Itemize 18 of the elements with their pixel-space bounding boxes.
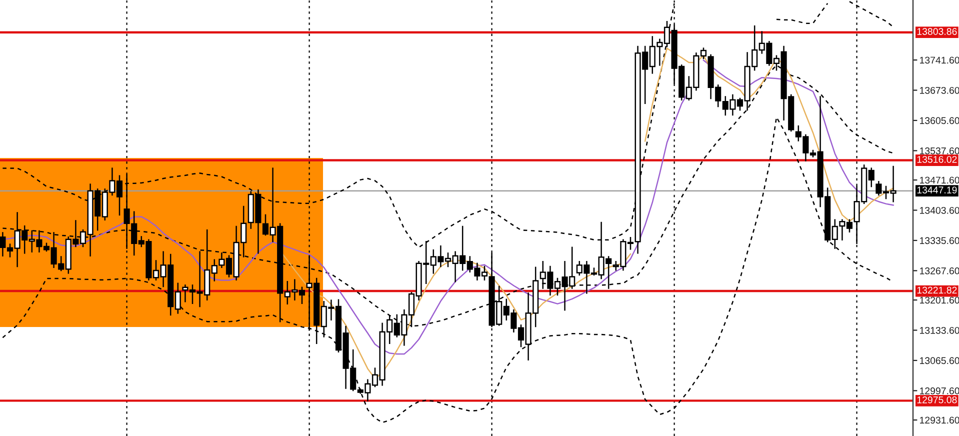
ref-line-label: 13803.86 (917, 28, 957, 35)
y-tick-label: 13267.60 (920, 267, 959, 274)
y-tick-label: 12997.60 (920, 387, 959, 394)
y-tick-label: 13065.60 (920, 357, 959, 364)
y-tick-label: 13673.60 (920, 86, 959, 94)
ref-line-label: 13447.19 (917, 186, 957, 194)
y-tick-label: 13605.60 (920, 117, 959, 124)
y-tick-label: 13133.60 (920, 326, 959, 334)
y-tick-label: 12931.60 (920, 416, 959, 424)
y-tick-label: 13201.60 (920, 296, 959, 304)
ref-line-label: 12975.08 (917, 396, 957, 404)
y-tick-label: 13741.60 (920, 56, 959, 64)
y-tick-label: 13403.60 (920, 206, 959, 214)
y-tick-label: 13335.60 (920, 237, 959, 244)
y-tick-label: 13537.60 (920, 147, 959, 154)
ref-line-label: 13221.82 (917, 286, 957, 294)
y-tick-label: 13471.60 (920, 176, 959, 184)
ref-line-label: 13516.02 (917, 156, 957, 163)
